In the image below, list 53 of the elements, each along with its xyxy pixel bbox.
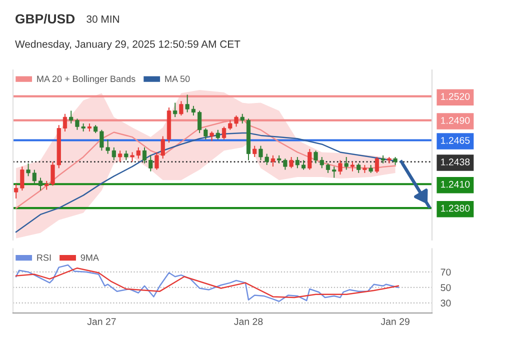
- y-tick-label: 1.2438: [441, 158, 470, 166]
- candlestick: [222, 126, 226, 140]
- candlestick: [112, 146, 116, 161]
- candlestick: [289, 156, 294, 169]
- y-tick-label: 70: [440, 268, 451, 276]
- y-tick-label: 1.2520: [441, 93, 470, 100]
- candlestick: [198, 110, 202, 134]
- chart-title: GBP/USD: [16, 14, 75, 24]
- line-series: [15, 132, 396, 233]
- legend-label: RSI: [37, 254, 51, 261]
- candlestick: [204, 128, 208, 140]
- candlestick: [185, 94, 190, 113]
- candlestick: [20, 166, 24, 191]
- candlestick: [308, 148, 312, 170]
- candlestick: [350, 161, 355, 172]
- y-tick-label: 1.2410: [441, 180, 470, 188]
- candlestick: [295, 156, 300, 169]
- y-tick-label: 1.2380: [441, 204, 470, 212]
- candlestick: [356, 162, 361, 174]
- candlestick: [270, 154, 276, 168]
- y-tick-label: 30: [440, 300, 451, 307]
- candlestick: [332, 166, 336, 178]
- x-tick-label: Jan 28: [234, 318, 263, 325]
- candlestick: [344, 156, 348, 170]
- candlestick: [302, 160, 306, 170]
- candlestick: [252, 145, 257, 158]
- candlestick: [14, 184, 18, 199]
- chart-subtitle: 30 MIN: [86, 15, 119, 23]
- candlestick: [148, 154, 153, 172]
- candlestick: [142, 146, 147, 164]
- text: Wednesday, January 29, 2025 12:50:59 AM CET: [15, 40, 240, 50]
- y-tick-label: 1.2465: [441, 136, 470, 144]
- legend-label: MA 20 + Bollinger Bands: [37, 75, 136, 84]
- x-tick-label: Jan 27: [87, 318, 116, 325]
- x-tick-label: Jan 29: [380, 318, 410, 325]
- candlestick: [338, 160, 342, 176]
- candlestick: [173, 102, 178, 118]
- candlestick: [283, 158, 288, 170]
- candlestick: [210, 130, 214, 142]
- y-tick-label: 50: [440, 284, 451, 292]
- candlestick: [216, 129, 220, 140]
- candlestick: [118, 150, 122, 162]
- candlestick: [374, 156, 379, 174]
- candlestick: [326, 162, 330, 174]
- candlestick: [38, 177, 43, 191]
- candlestick: [191, 105, 196, 116]
- candlestick: [240, 113, 244, 124]
- y-tick-label: 1.2490: [441, 117, 470, 124]
- candlestick: [179, 100, 184, 116]
- legend-label: MA 50: [165, 76, 190, 82]
- candlestick: [124, 150, 128, 161]
- candlestick: [62, 113, 68, 132]
- legend-label: 9MA: [80, 254, 99, 261]
